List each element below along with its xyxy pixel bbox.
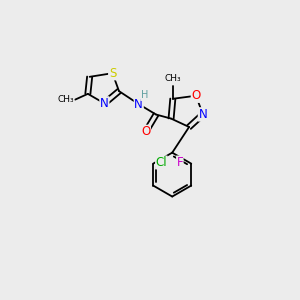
Text: CH₃: CH₃	[57, 95, 74, 104]
Text: Cl: Cl	[155, 156, 167, 169]
Text: H: H	[141, 90, 148, 100]
Text: CH₃: CH₃	[164, 74, 181, 83]
Text: S: S	[109, 67, 116, 80]
Text: O: O	[141, 125, 150, 138]
Text: N: N	[100, 97, 109, 110]
Text: F: F	[176, 156, 183, 169]
Text: N: N	[198, 108, 207, 121]
Text: N: N	[134, 98, 143, 111]
Text: O: O	[191, 89, 201, 102]
